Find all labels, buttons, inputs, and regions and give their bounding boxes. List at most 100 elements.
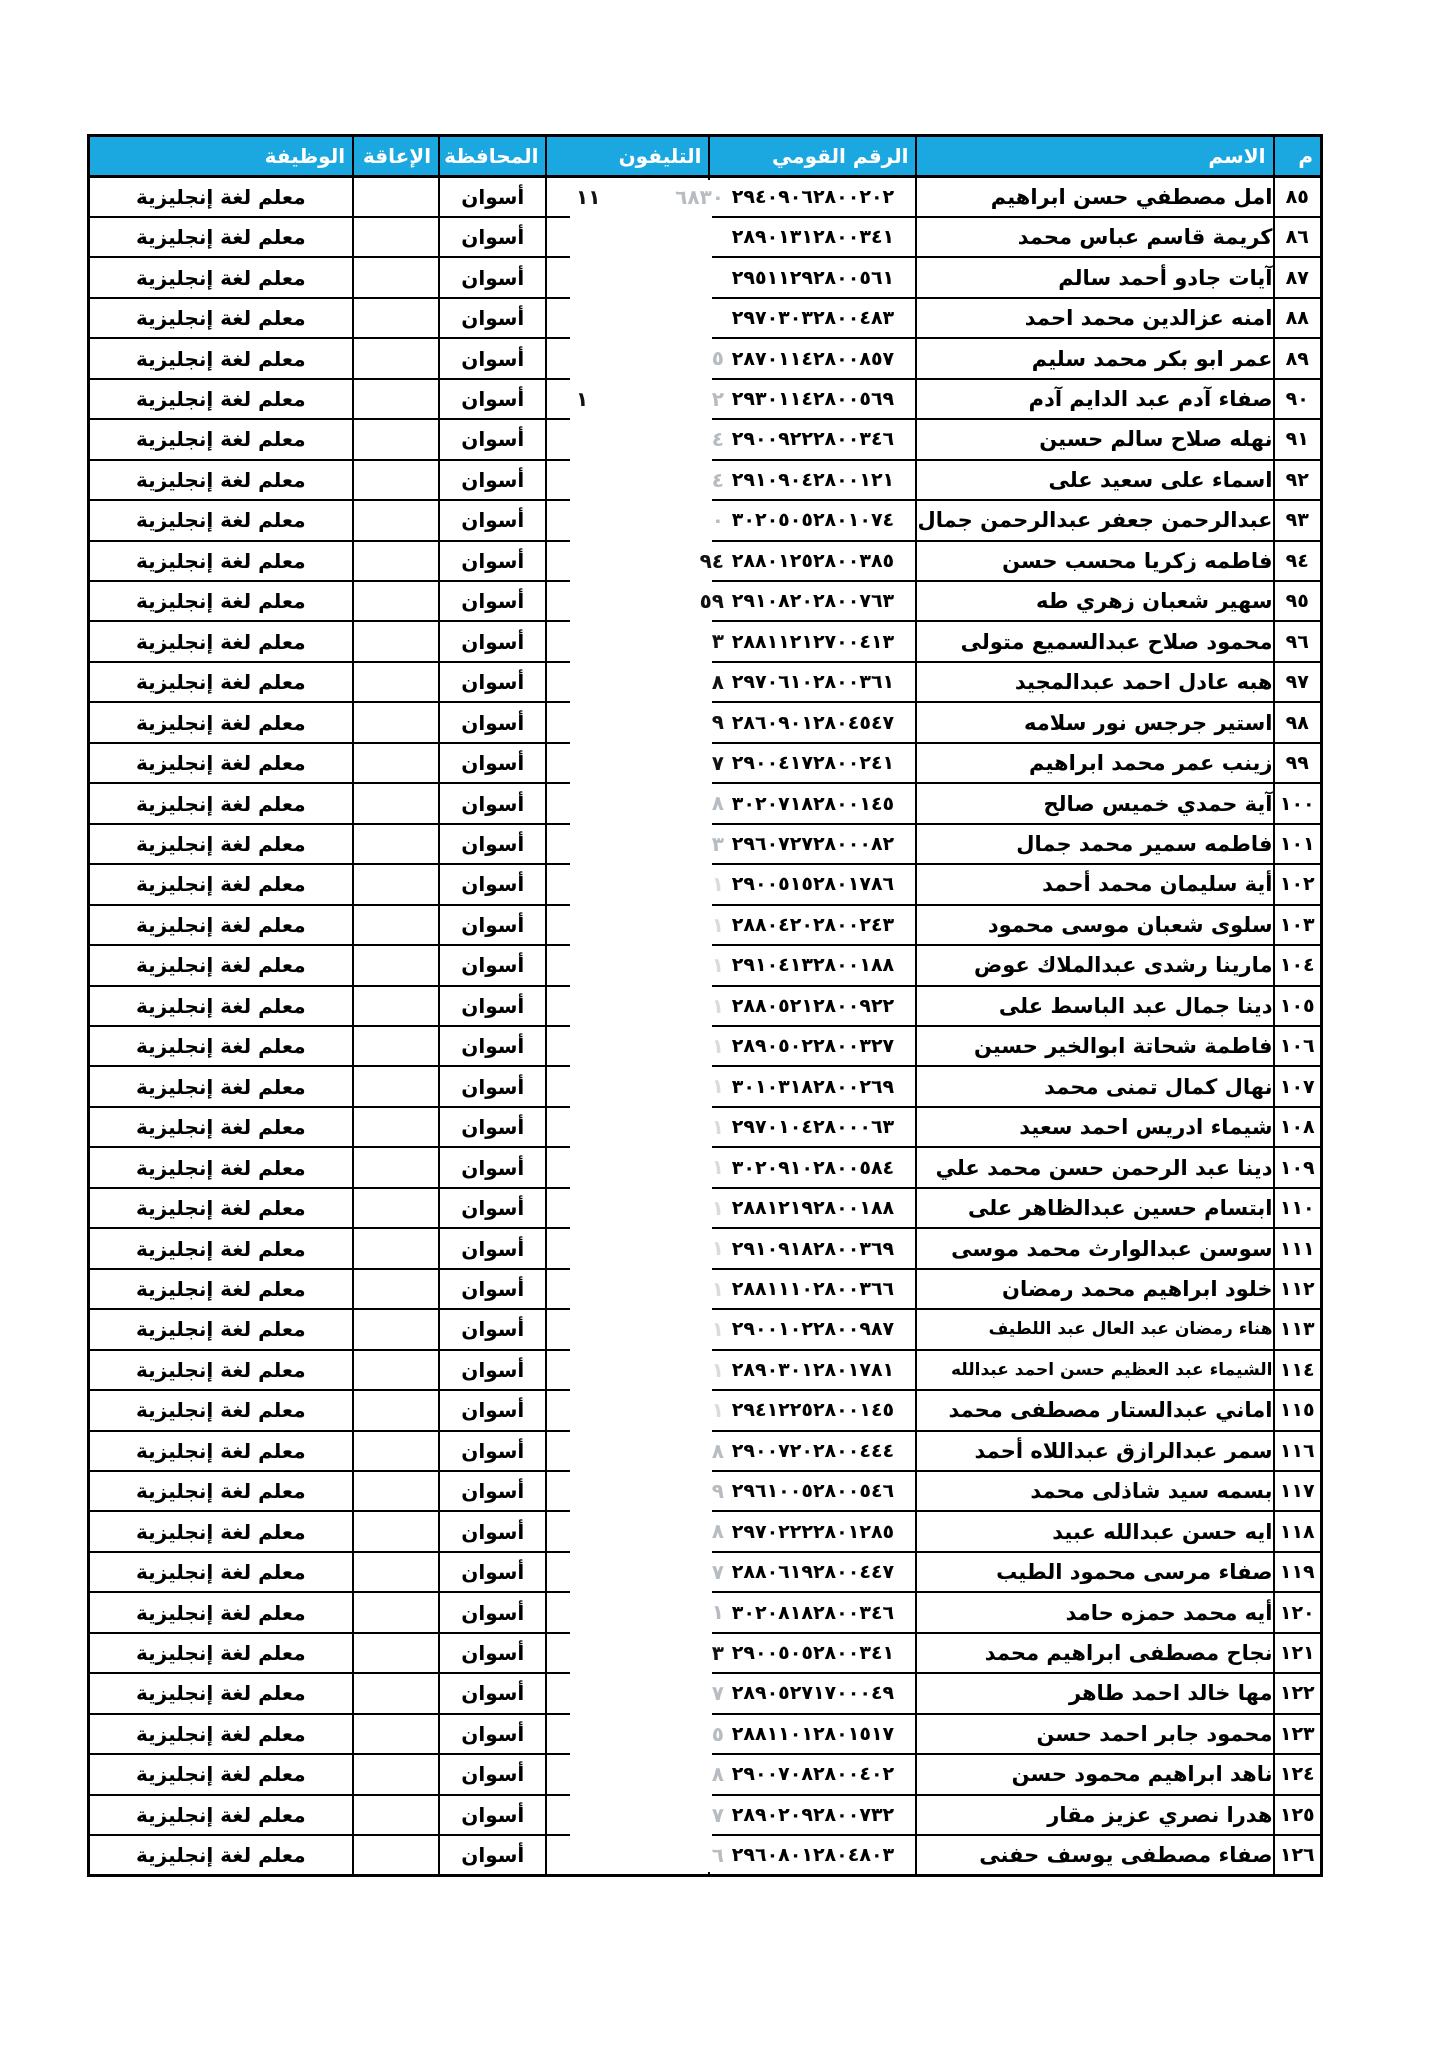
cell-serial: ١٢٦	[1272, 1834, 1323, 1877]
cell-disability	[352, 580, 441, 623]
cell-job: معلم لغة إنجليزية	[87, 1429, 355, 1473]
cell-national-id: ٢٩٠٠٥١٥٢٨٠١٧٨٦	[708, 863, 918, 906]
cell-name: ايه حسن عبدالله عبيد	[915, 1510, 1275, 1553]
cell-name: نجاح مصطفى ابراهيم محمد	[915, 1631, 1275, 1675]
cell-governorate: أسوان	[438, 1105, 548, 1149]
cell-governorate: أسوان	[438, 418, 548, 461]
cell-serial: ٩٧	[1272, 660, 1323, 704]
cell-disability	[352, 1389, 441, 1432]
cell-serial: ١٠٠	[1272, 782, 1323, 825]
cell-serial: ٨٩	[1272, 337, 1323, 380]
cell-job: معلم لغة إنجليزية	[87, 1065, 355, 1108]
cell-disability	[352, 1510, 441, 1553]
cell-disability	[352, 903, 441, 947]
cell-governorate: أسوان	[438, 903, 548, 947]
cell-national-id: ٢٨٦٠٩٠١٢٨٠٤٥٤٧	[708, 701, 918, 744]
cell-name: محمود جابر احمد حسن	[915, 1712, 1275, 1756]
header-national-id: الرقم القومي	[708, 134, 918, 178]
cell-disability	[352, 741, 441, 785]
cell-governorate: أسوان	[438, 175, 548, 218]
cell-serial: ١٢٢	[1272, 1672, 1323, 1715]
cell-governorate: أسوان	[438, 984, 548, 1028]
cell-national-id: ٢٨٩٠٥٢٧١٧٠٠٠٤٩	[708, 1672, 918, 1715]
cell-national-id: ٢٩٦٠٧٢٧٢٨٠٠٠٨٢	[708, 822, 918, 866]
table-row: ٩٠ صفاء آدم عبد الدايم آدم ٢٩٣٠١١٤٢٨٠٠٥٦…	[87, 377, 1323, 421]
cell-disability	[352, 296, 441, 340]
header-job: الوظيفة	[87, 134, 355, 178]
cell-disability	[352, 782, 441, 825]
cell-job: معلم لغة إنجليزية	[87, 1146, 355, 1189]
cell-name: امل مصطفي حسن ابراهيم	[915, 175, 1275, 218]
cell-serial: ١٠٧	[1272, 1065, 1323, 1108]
cell-national-id: ٢٨٧٠١١٤٢٨٠٠٨٥٧	[708, 337, 918, 380]
cell-governorate: أسوان	[438, 1793, 548, 1837]
cell-serial: ٩٦	[1272, 620, 1323, 663]
cell-national-id: ٢٨٨٠٤٢٠٢٨٠٠٢٤٣	[708, 903, 918, 947]
cell-disability	[352, 1712, 441, 1756]
cell-governorate: أسوان	[438, 1025, 548, 1068]
cell-serial: ٩٣	[1272, 499, 1323, 542]
cell-governorate: أسوان	[438, 1348, 548, 1392]
cell-governorate: أسوان	[438, 701, 548, 744]
cell-disability	[352, 1591, 441, 1634]
cell-serial: ٩٩	[1272, 741, 1323, 785]
cell-disability	[352, 1631, 441, 1675]
cell-job: معلم لغة إنجليزية	[87, 1834, 355, 1877]
cell-name: دينا عبد الرحمن حسن محمد علي	[915, 1146, 1275, 1189]
table-row: ١٢٤ ناهد ابراهيم محمود حسن ٢٩٠٠٧٠٨٢٨٠٠٤٠…	[87, 1753, 1323, 1796]
cell-governorate: أسوان	[438, 944, 548, 987]
cell-serial: ١٢٠	[1272, 1591, 1323, 1634]
cell-job: معلم لغة إنجليزية	[87, 782, 355, 825]
cell-job: معلم لغة إنجليزية	[87, 903, 355, 947]
cell-governorate: أسوان	[438, 1429, 548, 1473]
cell-governorate: أسوان	[438, 1510, 548, 1553]
cell-serial: ١٢١	[1272, 1631, 1323, 1675]
cell-disability	[352, 418, 441, 461]
cell-governorate: أسوان	[438, 580, 548, 623]
cell-national-id: ٢٩١٠٤١٣٢٨٠٠١٨٨	[708, 944, 918, 987]
cell-name: الشيماء عبد العظيم حسن احمد عبدالله	[915, 1348, 1275, 1392]
cell-serial: ٩٥	[1272, 580, 1323, 623]
cell-job: معلم لغة إنجليزية	[87, 1105, 355, 1149]
cell-name: امنه عزالدين محمد احمد	[915, 296, 1275, 340]
cell-disability	[352, 984, 441, 1028]
cell-disability	[352, 1025, 441, 1068]
cell-disability	[352, 1227, 441, 1270]
cell-disability	[352, 1348, 441, 1392]
cell-name: شيماء ادريس احمد سعيد	[915, 1105, 1275, 1149]
table-row: ٩٩ زينب عمر محمد ابراهيم ٢٩٠٠٤١٧٢٨٠٠٢٤١ …	[87, 741, 1323, 785]
cell-job: معلم لغة إنجليزية	[87, 1308, 355, 1351]
cell-job: معلم لغة إنجليزية	[87, 1672, 355, 1715]
cell-governorate: أسوان	[438, 256, 548, 299]
cell-serial: ٨٥	[1272, 175, 1323, 218]
cell-governorate: أسوان	[438, 1267, 548, 1311]
cell-national-id: ٢٩٧٠١٠٤٢٨٠٠٠٦٣	[708, 1105, 918, 1149]
cell-job: معلم لغة إنجليزية	[87, 1510, 355, 1553]
table-row: ٩٣ عبدالرحمن جعفر عبدالرحمن جمال ٣٠٢٠٥٠٥…	[87, 499, 1323, 542]
table-row: ١١٧ بسمه سيد شاذلى محمد ٢٩٦١٠٠٥٢٨٠٠٥٤٦ أ…	[87, 1469, 1323, 1513]
cell-governorate: أسوان	[438, 822, 548, 866]
cell-job: معلم لغة إنجليزية	[87, 1753, 355, 1796]
cell-serial: ١٠٣	[1272, 903, 1323, 947]
cell-governorate: أسوان	[438, 1186, 548, 1230]
cell-job: معلم لغة إنجليزية	[87, 944, 355, 987]
cell-national-id: ٢٨٨١٢١٩٢٨٠٠١٨٨	[708, 1186, 918, 1230]
cell-name: فاطمة شحاتة ابوالخير حسين	[915, 1025, 1275, 1068]
cell-job: معلم لغة إنجليزية	[87, 701, 355, 744]
cell-disability	[352, 660, 441, 704]
cell-serial: ١١٤	[1272, 1348, 1323, 1392]
cell-disability	[352, 1753, 441, 1796]
cell-national-id: ٢٩٧٠٢٢٢٢٨٠١٢٨٥	[708, 1510, 918, 1553]
cell-name: أيه محمد حمزه حامد	[915, 1591, 1275, 1634]
cell-governorate: أسوان	[438, 1227, 548, 1270]
cell-governorate: أسوان	[438, 1753, 548, 1796]
cell-name: آية حمدي خميس صالح	[915, 782, 1275, 825]
table-row: ٨٩ عمر ابو بكر محمد سليم ٢٨٧٠١١٤٢٨٠٠٨٥٧ …	[87, 337, 1323, 380]
cell-serial: ٨٦	[1272, 215, 1323, 259]
cell-disability	[352, 1834, 441, 1877]
cell-serial: ٩٠	[1272, 377, 1323, 421]
cell-national-id: ٢٩٦١٠٠٥٢٨٠٠٥٤٦	[708, 1469, 918, 1513]
cell-disability	[352, 175, 441, 218]
cell-name: هناء رمضان عبد العال عبد اللطيف	[915, 1308, 1275, 1351]
